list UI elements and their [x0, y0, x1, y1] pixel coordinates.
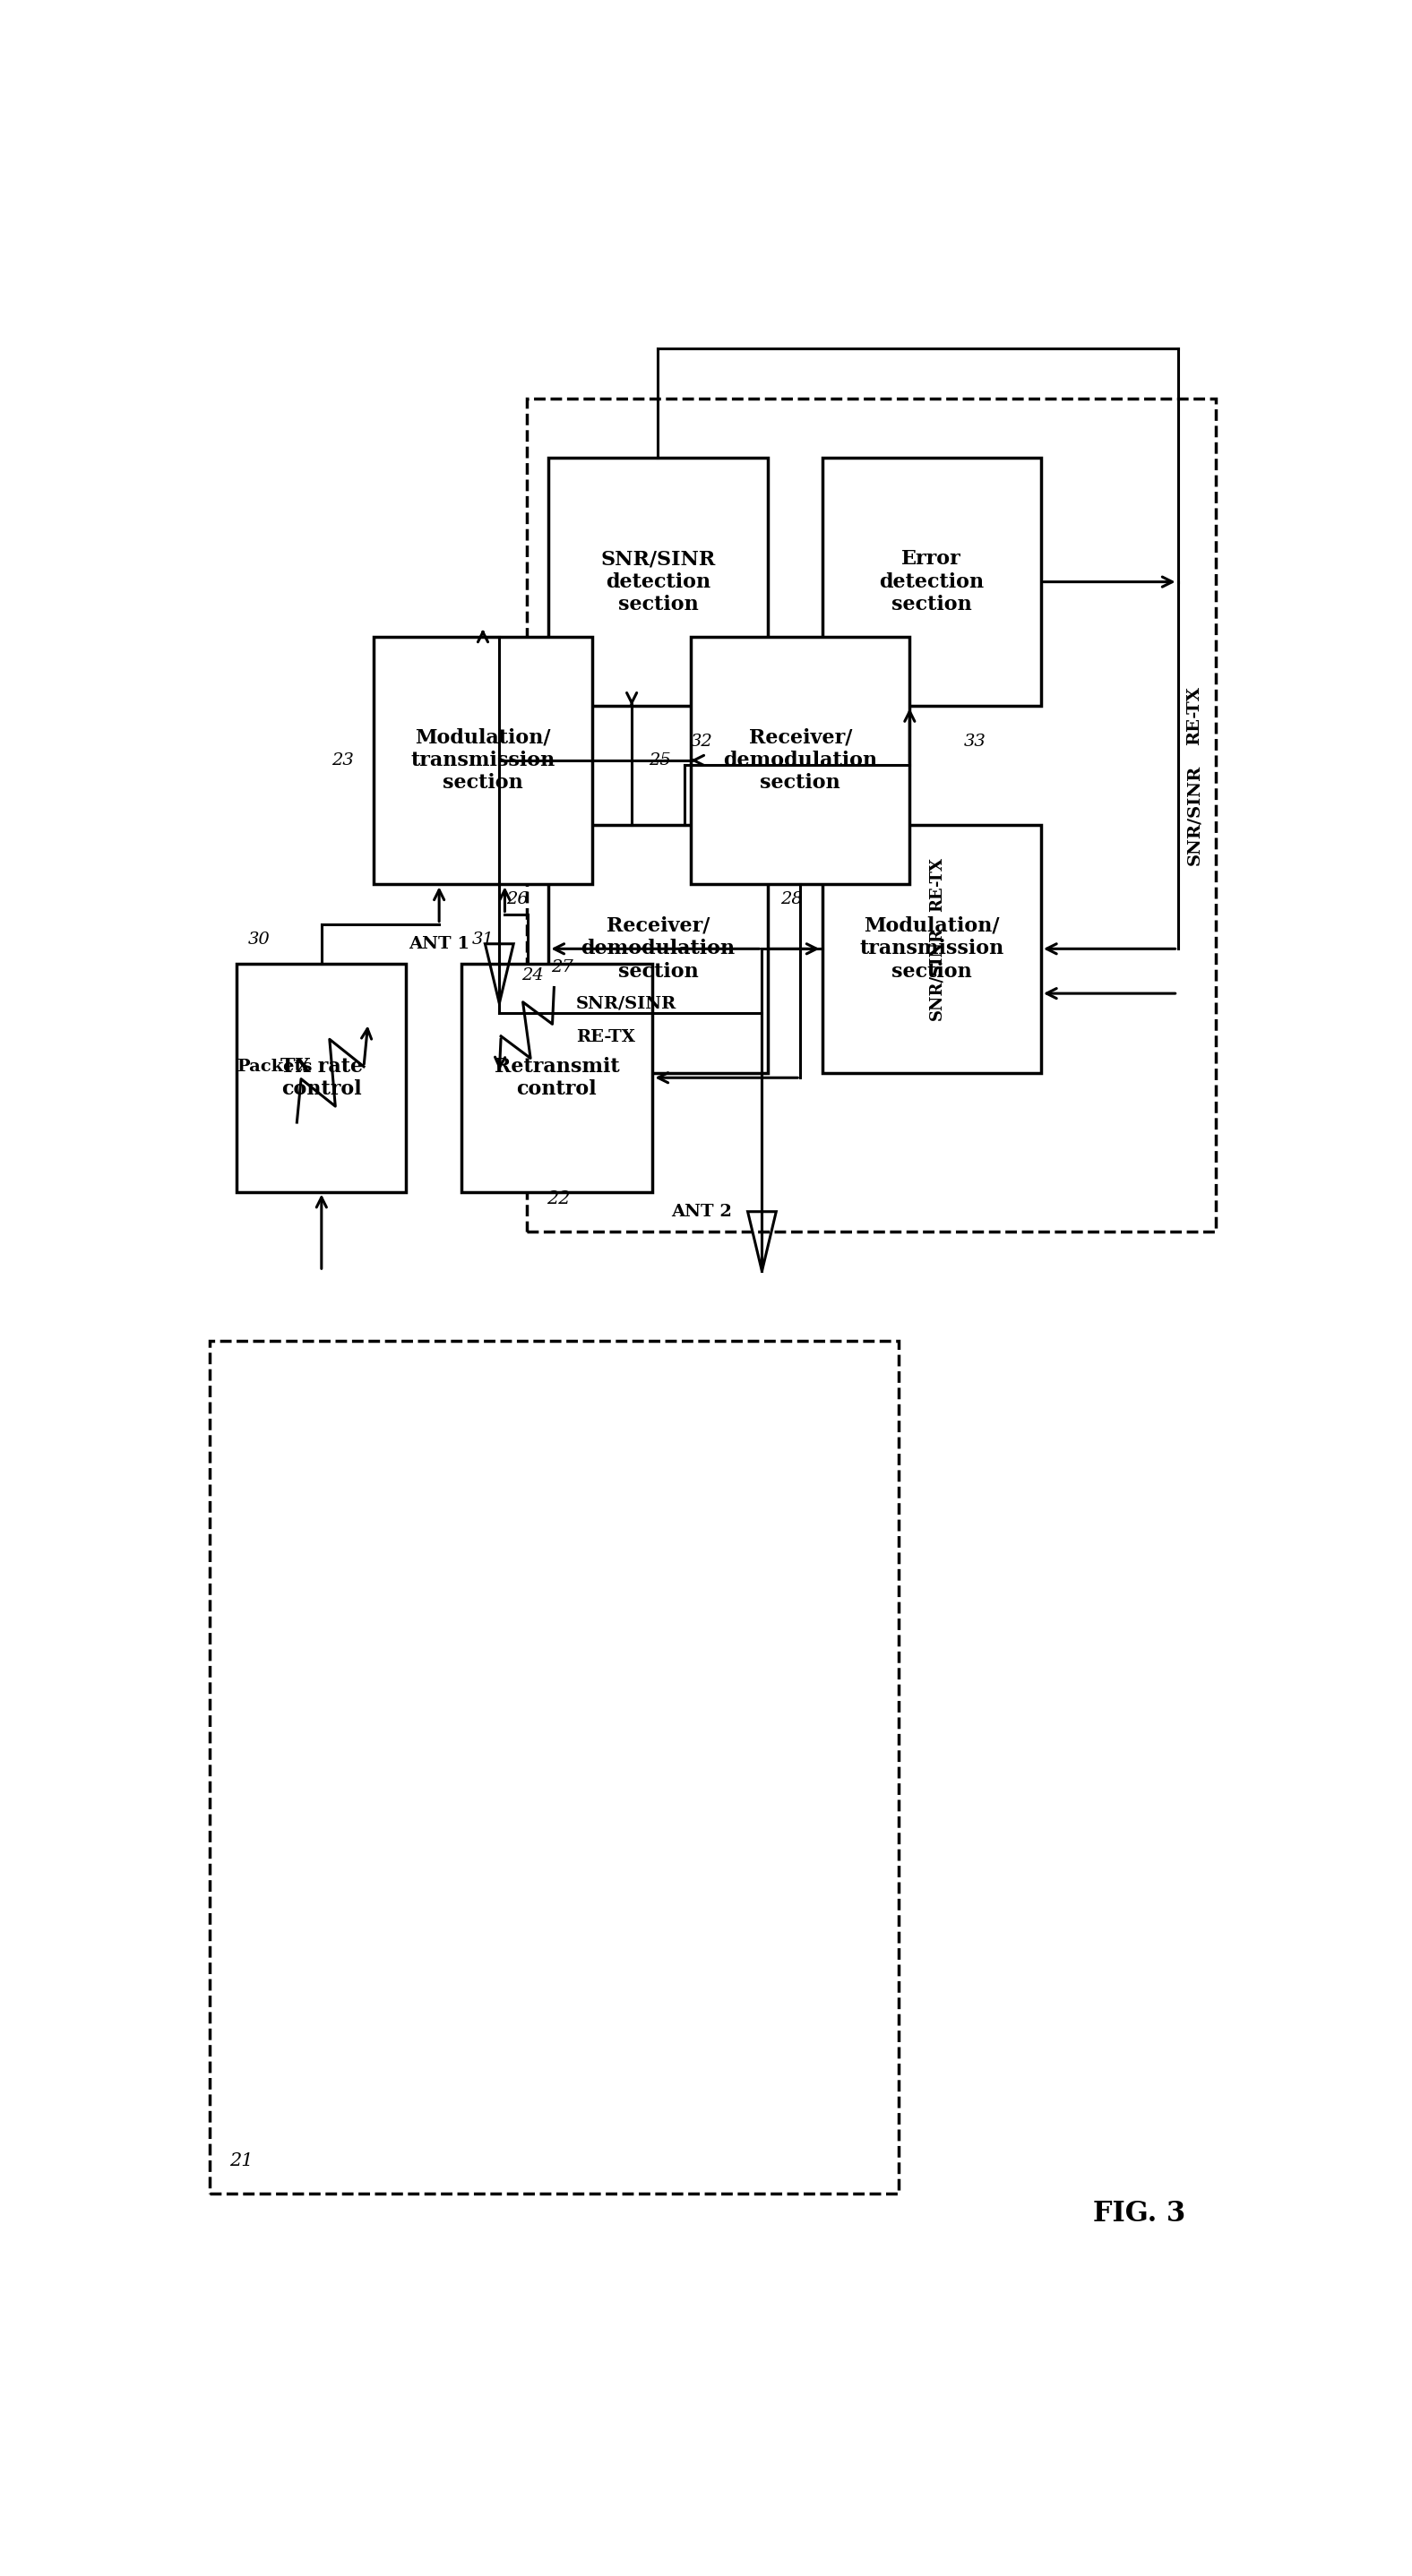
Text: 28: 28 — [781, 891, 802, 907]
Text: SNR/SINR: SNR/SINR — [576, 994, 676, 1012]
Text: 21: 21 — [229, 2154, 253, 2169]
Text: Receiver/
demodulation
section: Receiver/ demodulation section — [580, 917, 736, 981]
Text: 22: 22 — [546, 1190, 570, 1208]
Text: 32: 32 — [690, 734, 713, 750]
FancyBboxPatch shape — [822, 459, 1041, 706]
Text: Error
detection
section: Error detection section — [880, 549, 984, 616]
Text: Retransmit
control: Retransmit control — [494, 1056, 620, 1100]
Text: SNR/SINR: SNR/SINR — [1186, 765, 1202, 866]
Text: 26: 26 — [507, 891, 530, 907]
Text: TX rate
control: TX rate control — [280, 1056, 363, 1100]
Text: 30: 30 — [247, 933, 270, 948]
Text: 23: 23 — [332, 752, 354, 768]
Text: 33: 33 — [964, 734, 987, 750]
FancyBboxPatch shape — [460, 963, 652, 1193]
Text: 25: 25 — [650, 752, 671, 768]
Text: 27: 27 — [551, 961, 573, 976]
Text: SNR/SINR
detection
section: SNR/SINR detection section — [600, 549, 716, 616]
Text: 24: 24 — [521, 969, 544, 984]
Text: Packets: Packets — [237, 1059, 312, 1074]
Text: FIG. 3: FIG. 3 — [1093, 2200, 1186, 2228]
FancyBboxPatch shape — [237, 963, 407, 1193]
FancyBboxPatch shape — [548, 824, 768, 1072]
FancyBboxPatch shape — [822, 824, 1041, 1072]
FancyBboxPatch shape — [690, 636, 909, 884]
Text: RE-TX: RE-TX — [1186, 685, 1202, 744]
Text: Modulation/
transmission
section: Modulation/ transmission section — [411, 729, 555, 793]
FancyBboxPatch shape — [527, 399, 1216, 1231]
FancyBboxPatch shape — [548, 459, 768, 706]
Text: 31: 31 — [472, 933, 494, 948]
Text: ANT 1: ANT 1 — [408, 935, 470, 951]
Text: SNR/SINR: SNR/SINR — [929, 927, 945, 1020]
Text: ANT 2: ANT 2 — [671, 1203, 733, 1218]
Text: RE-TX: RE-TX — [576, 1028, 635, 1046]
Text: RE-TX: RE-TX — [929, 858, 945, 912]
Text: Modulation/
transmission
section: Modulation/ transmission section — [860, 917, 1004, 981]
FancyBboxPatch shape — [373, 636, 593, 884]
Text: Receiver/
demodulation
section: Receiver/ demodulation section — [723, 729, 877, 793]
FancyBboxPatch shape — [209, 1340, 899, 2195]
